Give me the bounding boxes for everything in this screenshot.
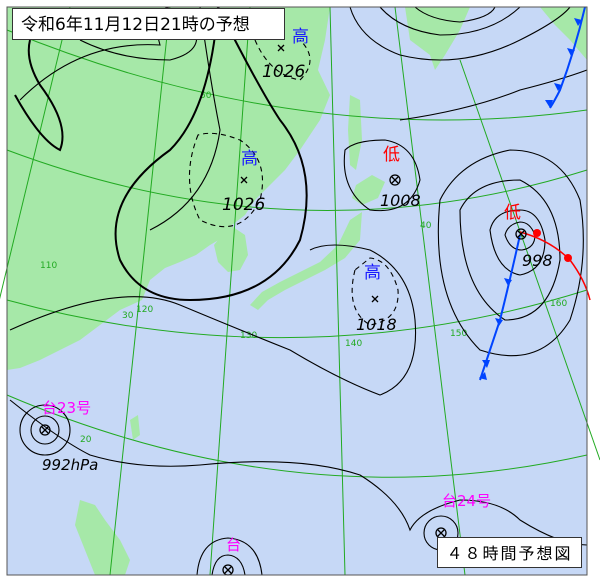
system-labels: 高 1026 高 1026 低 1008 高 1018 低 998 台23号 9… bbox=[42, 27, 553, 554]
low-label: 低 bbox=[383, 145, 400, 165]
land-philippines bbox=[75, 500, 130, 575]
grid-labels: 50 40 30 20 110 120 130 140 150 160 bbox=[40, 91, 567, 445]
typhoon-label: 台24号 bbox=[442, 492, 491, 510]
typhoon-label: 台 bbox=[226, 536, 241, 554]
land-sakhalin bbox=[348, 95, 362, 170]
pressure-label: 992hPa bbox=[42, 456, 98, 474]
svg-text:140: 140 bbox=[345, 339, 362, 349]
land-hokkaido bbox=[352, 175, 385, 205]
high-label: 高 bbox=[292, 27, 309, 47]
svg-text:110: 110 bbox=[40, 261, 57, 271]
svg-text:40: 40 bbox=[420, 221, 432, 231]
svg-text:30: 30 bbox=[122, 311, 134, 321]
map-frame bbox=[6, 6, 588, 576]
high-center-mark bbox=[371, 295, 379, 303]
svg-text:120: 120 bbox=[136, 305, 153, 315]
land-asia bbox=[7, 7, 330, 370]
low-label: 低 bbox=[504, 203, 521, 223]
high-label: 高 bbox=[241, 149, 258, 169]
land-kamchatka bbox=[405, 7, 470, 70]
land-taiwan bbox=[130, 415, 140, 440]
pressure-label: 998 bbox=[522, 251, 553, 270]
svg-text:150: 150 bbox=[450, 329, 467, 339]
pressure-label: 1026 bbox=[222, 195, 265, 215]
high-center-mark bbox=[240, 176, 248, 184]
svg-text:20: 20 bbox=[80, 435, 92, 445]
land-korea bbox=[214, 225, 248, 272]
svg-text:50: 50 bbox=[200, 91, 212, 101]
land-japan bbox=[250, 212, 362, 310]
typhoon-label: 台23号 bbox=[42, 399, 91, 417]
map-title: 令和6年11月12日21時の予想 bbox=[12, 8, 285, 40]
pressure-label: 1026 bbox=[262, 62, 305, 82]
svg-text:130: 130 bbox=[240, 331, 257, 341]
high-label: 高 bbox=[364, 263, 381, 283]
cold-front bbox=[479, 6, 586, 381]
pressure-label: 1018 bbox=[356, 315, 397, 334]
pressure-label: 1008 bbox=[380, 191, 421, 210]
lat-lon-grid bbox=[0, 6, 600, 576]
forecast-label: ４８時間予想図 bbox=[437, 537, 582, 568]
warm-front bbox=[519, 229, 591, 301]
svg-text:160: 160 bbox=[550, 299, 567, 309]
high-center-mark bbox=[277, 44, 285, 52]
